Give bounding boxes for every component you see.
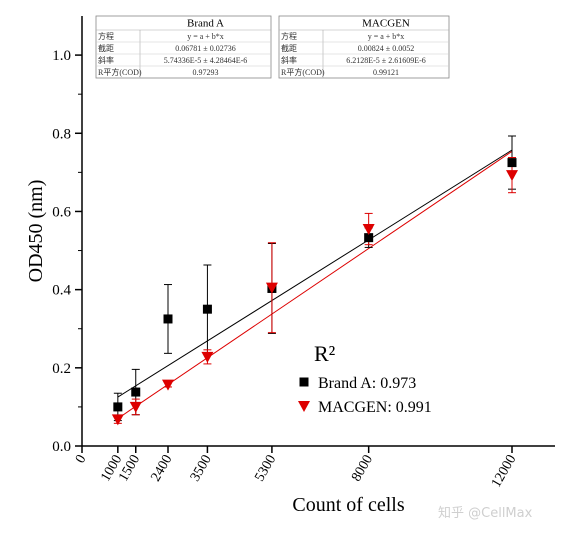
data-point-0 <box>202 304 212 314</box>
y-tick-label: 0.8 <box>52 126 71 142</box>
fit-table-title: MACGEN <box>362 18 410 30</box>
data-point-0 <box>131 387 141 397</box>
data-point-1 <box>111 414 124 426</box>
fit-table-row-label: 截距 <box>281 43 297 53</box>
x-tick-label: 2400 <box>148 453 175 485</box>
fit-table-row-value: 6.2128E-5 ± 2.61609E-6 <box>346 56 426 65</box>
fit-table-row-value: 0.00824 ± 0.0052 <box>358 44 414 53</box>
fit-table-row-label: R平方(COD) <box>281 67 325 77</box>
fit-tables: Brand A 方程 y = a + b*x 截距 0.06781 ± 0.02736 斜… <box>95 15 450 79</box>
data-point-1 <box>265 282 278 294</box>
data-point-0 <box>507 158 517 168</box>
y-tick-label: 0.4 <box>52 283 71 299</box>
fit-table-row-value: 0.99121 <box>373 68 399 77</box>
x-tick-label: 8000 <box>349 453 376 485</box>
legend-marker-1 <box>298 401 310 412</box>
legend-marker-0 <box>299 377 309 387</box>
fit-table-frame <box>95 15 272 79</box>
fit-table-row-value: 0.06781 ± 0.02736 <box>175 44 235 53</box>
fit-table-row-label: R平方(COD) <box>98 67 142 77</box>
y-axis-title: OD450 (nm) <box>25 180 47 283</box>
data-markers <box>111 158 518 426</box>
fit-table-row-label: 截距 <box>98 43 114 53</box>
fit-lines <box>117 149 513 419</box>
watermark: 知乎 @CellMax <box>438 505 533 521</box>
x-tick-label: 0 <box>73 453 89 467</box>
data-point-0 <box>364 233 374 243</box>
y-tick-label: 0.0 <box>52 439 71 455</box>
y-tick-label: 1.0 <box>52 48 71 64</box>
fit-table-row-label: 方程 <box>281 31 297 41</box>
x-axis-title: Count of cells <box>292 494 404 516</box>
fit-table-row-value: 0.97293 <box>193 68 219 77</box>
data-point-1 <box>362 224 375 236</box>
fit-line-1 <box>117 150 513 419</box>
y-tick-label: 0.6 <box>52 204 71 220</box>
fit-table-row-value: y = a + b*x <box>368 32 405 41</box>
data-point-0 <box>163 314 173 324</box>
fit-table-row-label: 斜率 <box>281 55 297 65</box>
data-point-1 <box>201 351 214 363</box>
fit-table-frame <box>278 15 450 79</box>
data-point-1 <box>162 379 174 391</box>
legend-title: R² <box>314 341 336 366</box>
legend-label: Brand A: 0.973 <box>318 375 416 392</box>
data-point-0 <box>113 402 123 412</box>
data-point-1 <box>129 401 142 413</box>
y-tick-label: 0.2 <box>52 361 71 377</box>
legend: R² Brand A: 0.973 MACGEN: 0.991 <box>298 341 432 416</box>
x-tick-label: 5300 <box>252 453 279 485</box>
legend-label: MACGEN: 0.991 <box>318 399 432 416</box>
x-tick-label: 12000 <box>489 453 519 491</box>
fit-table-row-label: 斜率 <box>98 55 114 65</box>
fit-table-row-value: y = a + b*x <box>187 32 224 41</box>
fit-table-row-value: 5.74336E-5 ± 4.28464E-6 <box>164 56 248 65</box>
x-tick-label: 3500 <box>188 453 215 485</box>
fit-table-title: Brand A <box>187 18 224 30</box>
data-point-1 <box>506 170 518 182</box>
fit-table-row-label: 方程 <box>98 31 114 41</box>
fit-line-0 <box>117 149 513 398</box>
